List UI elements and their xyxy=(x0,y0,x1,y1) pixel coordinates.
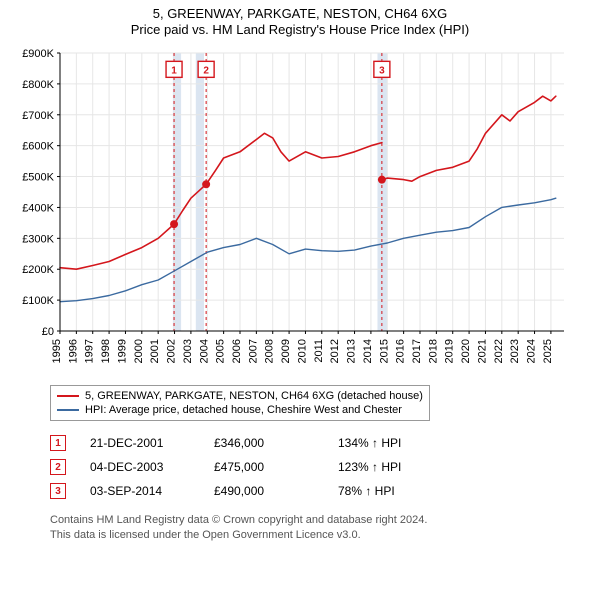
svg-text:1996: 1996 xyxy=(67,339,79,363)
svg-text:£800K: £800K xyxy=(22,79,54,91)
svg-text:2008: 2008 xyxy=(264,339,276,363)
svg-text:£300K: £300K xyxy=(22,233,54,245)
svg-text:2020: 2020 xyxy=(460,339,472,363)
sales-list: 1 21-DEC-2001 £346,000 134% ↑ HPI 2 04-D… xyxy=(50,431,600,503)
sale-price: £346,000 xyxy=(214,436,314,450)
svg-text:2011: 2011 xyxy=(313,339,325,363)
sale-hpi: 123% ↑ HPI xyxy=(338,460,458,474)
page-subtitle: Price paid vs. HM Land Registry's House … xyxy=(0,22,600,37)
sale-marker-icon: 2 xyxy=(50,459,66,475)
svg-text:£700K: £700K xyxy=(22,110,54,122)
sale-price: £475,000 xyxy=(214,460,314,474)
svg-text:£200K: £200K xyxy=(22,264,54,276)
svg-text:1: 1 xyxy=(171,65,177,76)
svg-text:1998: 1998 xyxy=(100,339,112,363)
svg-text:£100K: £100K xyxy=(22,295,54,307)
svg-text:2002: 2002 xyxy=(166,339,178,363)
sale-date: 03-SEP-2014 xyxy=(90,484,190,498)
title-area: 5, GREENWAY, PARKGATE, NESTON, CH64 6XG … xyxy=(0,0,600,37)
svg-text:2014: 2014 xyxy=(362,339,374,363)
footer-line: This data is licensed under the Open Gov… xyxy=(50,528,600,543)
svg-text:2019: 2019 xyxy=(444,339,456,363)
sale-hpi: 78% ↑ HPI xyxy=(338,484,458,498)
svg-text:2005: 2005 xyxy=(215,339,227,363)
footer: Contains HM Land Registry data © Crown c… xyxy=(50,513,600,543)
legend: 5, GREENWAY, PARKGATE, NESTON, CH64 6XG … xyxy=(50,385,430,421)
svg-text:2003: 2003 xyxy=(182,339,194,363)
svg-text:£600K: £600K xyxy=(22,141,54,153)
svg-text:2017: 2017 xyxy=(411,339,423,363)
sale-row: 1 21-DEC-2001 £346,000 134% ↑ HPI xyxy=(50,431,600,455)
legend-label: 5, GREENWAY, PARKGATE, NESTON, CH64 6XG … xyxy=(85,390,423,402)
sale-hpi: 134% ↑ HPI xyxy=(338,436,458,450)
legend-label: HPI: Average price, detached house, Ches… xyxy=(85,404,402,416)
legend-swatch-icon xyxy=(57,409,79,411)
sale-row: 2 04-DEC-2003 £475,000 123% ↑ HPI xyxy=(50,455,600,479)
svg-text:£400K: £400K xyxy=(22,202,54,214)
legend-item: 5, GREENWAY, PARKGATE, NESTON, CH64 6XG … xyxy=(57,389,423,403)
svg-text:2013: 2013 xyxy=(346,339,358,363)
svg-text:2023: 2023 xyxy=(509,339,521,363)
legend-swatch-icon xyxy=(57,395,79,397)
svg-text:£0: £0 xyxy=(42,326,54,338)
svg-text:2007: 2007 xyxy=(247,339,259,363)
svg-text:1999: 1999 xyxy=(116,339,128,363)
svg-text:2006: 2006 xyxy=(231,339,243,363)
sale-row: 3 03-SEP-2014 £490,000 78% ↑ HPI xyxy=(50,479,600,503)
svg-text:3: 3 xyxy=(379,65,385,76)
svg-text:2025: 2025 xyxy=(542,339,554,363)
sale-marker-icon: 1 xyxy=(50,435,66,451)
svg-text:£500K: £500K xyxy=(22,172,54,184)
sale-date: 21-DEC-2001 xyxy=(90,436,190,450)
sale-date: 04-DEC-2003 xyxy=(90,460,190,474)
svg-text:2024: 2024 xyxy=(526,339,538,363)
sale-marker-icon: 3 xyxy=(50,483,66,499)
svg-text:2010: 2010 xyxy=(296,339,308,363)
svg-text:2015: 2015 xyxy=(378,339,390,363)
sale-price: £490,000 xyxy=(214,484,314,498)
chart: 1 2 3 £0 £100K £200K £300K £400K £500K £600K £700K… xyxy=(12,47,572,377)
svg-text:2018: 2018 xyxy=(427,339,439,363)
svg-text:2012: 2012 xyxy=(329,339,341,363)
svg-text:1997: 1997 xyxy=(84,339,96,363)
chart-svg: 1 2 3 £0 £100K £200K £300K £400K £500K £600K £700K… xyxy=(12,47,572,377)
svg-text:2004: 2004 xyxy=(198,339,210,363)
svg-text:2000: 2000 xyxy=(133,339,145,363)
svg-text:2021: 2021 xyxy=(476,339,488,363)
svg-text:1995: 1995 xyxy=(51,339,63,363)
svg-text:2022: 2022 xyxy=(493,339,505,363)
svg-text:2001: 2001 xyxy=(149,339,161,363)
footer-line: Contains HM Land Registry data © Crown c… xyxy=(50,513,600,528)
svg-text:2016: 2016 xyxy=(395,339,407,363)
svg-text:£900K: £900K xyxy=(22,48,54,60)
page-title: 5, GREENWAY, PARKGATE, NESTON, CH64 6XG xyxy=(0,6,600,21)
chart-page: 5, GREENWAY, PARKGATE, NESTON, CH64 6XG … xyxy=(0,0,600,590)
legend-item: HPI: Average price, detached house, Ches… xyxy=(57,403,423,417)
svg-text:2: 2 xyxy=(203,65,209,76)
svg-text:2009: 2009 xyxy=(280,339,292,363)
